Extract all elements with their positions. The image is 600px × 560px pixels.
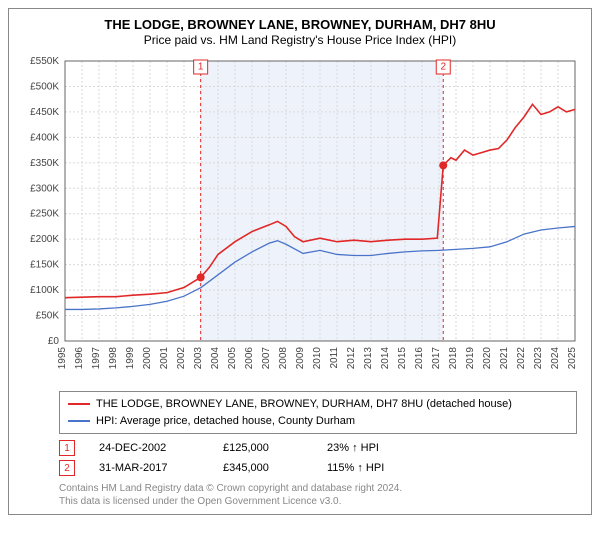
svg-text:2018: 2018: [448, 347, 459, 370]
legend: THE LODGE, BROWNEY LANE, BROWNEY, DURHAM…: [59, 391, 577, 434]
svg-text:2000: 2000: [142, 347, 153, 370]
svg-text:2005: 2005: [227, 347, 238, 370]
chart-area: £0 £50K £100K £150K £200K £250K £300K £350K £400…: [15, 53, 585, 383]
event-marker: 2: [59, 460, 75, 476]
svg-text:2024: 2024: [550, 347, 561, 370]
svg-text:2010: 2010: [312, 347, 323, 370]
legend-swatch: [68, 403, 90, 405]
svg-text:£400K: £400K: [30, 132, 59, 143]
svg-text:£200K: £200K: [30, 234, 59, 245]
event-date: 31-MAR-2017: [99, 462, 199, 474]
legend-item: THE LODGE, BROWNEY LANE, BROWNEY, DURHAM…: [68, 396, 568, 413]
svg-text:£250K: £250K: [30, 209, 59, 220]
svg-text:2013: 2013: [363, 347, 374, 370]
footer-attribution: Contains HM Land Registry data © Crown c…: [59, 482, 577, 508]
event-pct: 115% ↑ HPI: [327, 462, 384, 474]
event-row: 1 24-DEC-2002 £125,000 23% ↑ HPI: [59, 440, 577, 456]
svg-text:1997: 1997: [91, 347, 102, 370]
line-chart: £0 £50K £100K £150K £200K £250K £300K £350K £400…: [15, 53, 585, 383]
chart-card: THE LODGE, BROWNEY LANE, BROWNEY, DURHAM…: [8, 8, 592, 515]
svg-text:2019: 2019: [465, 347, 476, 370]
legend-item: HPI: Average price, detached house, Coun…: [68, 413, 568, 430]
svg-text:£150K: £150K: [30, 260, 59, 271]
svg-text:2016: 2016: [414, 347, 425, 370]
legend-swatch: [68, 420, 90, 422]
svg-text:2001: 2001: [159, 347, 170, 370]
svg-text:1999: 1999: [125, 347, 136, 370]
event-pct: 23% ↑ HPI: [327, 442, 379, 454]
svg-text:£350K: £350K: [30, 158, 59, 169]
svg-text:2007: 2007: [261, 347, 272, 370]
svg-text:2002: 2002: [176, 347, 187, 370]
svg-text:£550K: £550K: [30, 56, 59, 67]
chart-subtitle: Price paid vs. HM Land Registry's House …: [15, 33, 585, 47]
svg-text:£100K: £100K: [30, 285, 59, 296]
svg-text:2025: 2025: [567, 347, 578, 370]
chart-title: THE LODGE, BROWNEY LANE, BROWNEY, DURHAM…: [15, 17, 585, 32]
svg-text:2023: 2023: [533, 347, 544, 370]
svg-text:2004: 2004: [210, 347, 221, 370]
svg-text:£450K: £450K: [30, 107, 59, 118]
event-price: £125,000: [223, 442, 303, 454]
event-marker: 1: [59, 440, 75, 456]
footer-line: Contains HM Land Registry data © Crown c…: [59, 482, 577, 495]
svg-text:£50K: £50K: [36, 311, 60, 322]
svg-text:1996: 1996: [74, 347, 85, 370]
svg-text:2012: 2012: [346, 347, 357, 370]
svg-text:2011: 2011: [329, 347, 340, 369]
legend-label: THE LODGE, BROWNEY LANE, BROWNEY, DURHAM…: [96, 396, 512, 413]
svg-text:2015: 2015: [397, 347, 408, 370]
event-date: 24-DEC-2002: [99, 442, 199, 454]
svg-text:2017: 2017: [431, 347, 442, 370]
event-row: 2 31-MAR-2017 £345,000 115% ↑ HPI: [59, 460, 577, 476]
svg-text:1: 1: [198, 62, 204, 73]
event-list: 1 24-DEC-2002 £125,000 23% ↑ HPI 2 31-MA…: [59, 440, 577, 476]
svg-text:1995: 1995: [57, 347, 68, 370]
event-price: £345,000: [223, 462, 303, 474]
svg-text:2020: 2020: [482, 347, 493, 370]
svg-text:2014: 2014: [380, 347, 391, 370]
svg-text:1998: 1998: [108, 347, 119, 370]
svg-text:2006: 2006: [244, 347, 255, 370]
svg-text:£0: £0: [48, 336, 60, 347]
svg-text:2009: 2009: [295, 347, 306, 370]
svg-text:£500K: £500K: [30, 81, 59, 92]
svg-text:£300K: £300K: [30, 183, 59, 194]
svg-text:2008: 2008: [278, 347, 289, 370]
footer-line: This data is licensed under the Open Gov…: [59, 495, 577, 508]
svg-text:2003: 2003: [193, 347, 204, 370]
svg-text:2022: 2022: [516, 347, 527, 370]
svg-text:2: 2: [440, 62, 446, 73]
legend-label: HPI: Average price, detached house, Coun…: [96, 413, 355, 430]
svg-text:2021: 2021: [499, 347, 510, 370]
